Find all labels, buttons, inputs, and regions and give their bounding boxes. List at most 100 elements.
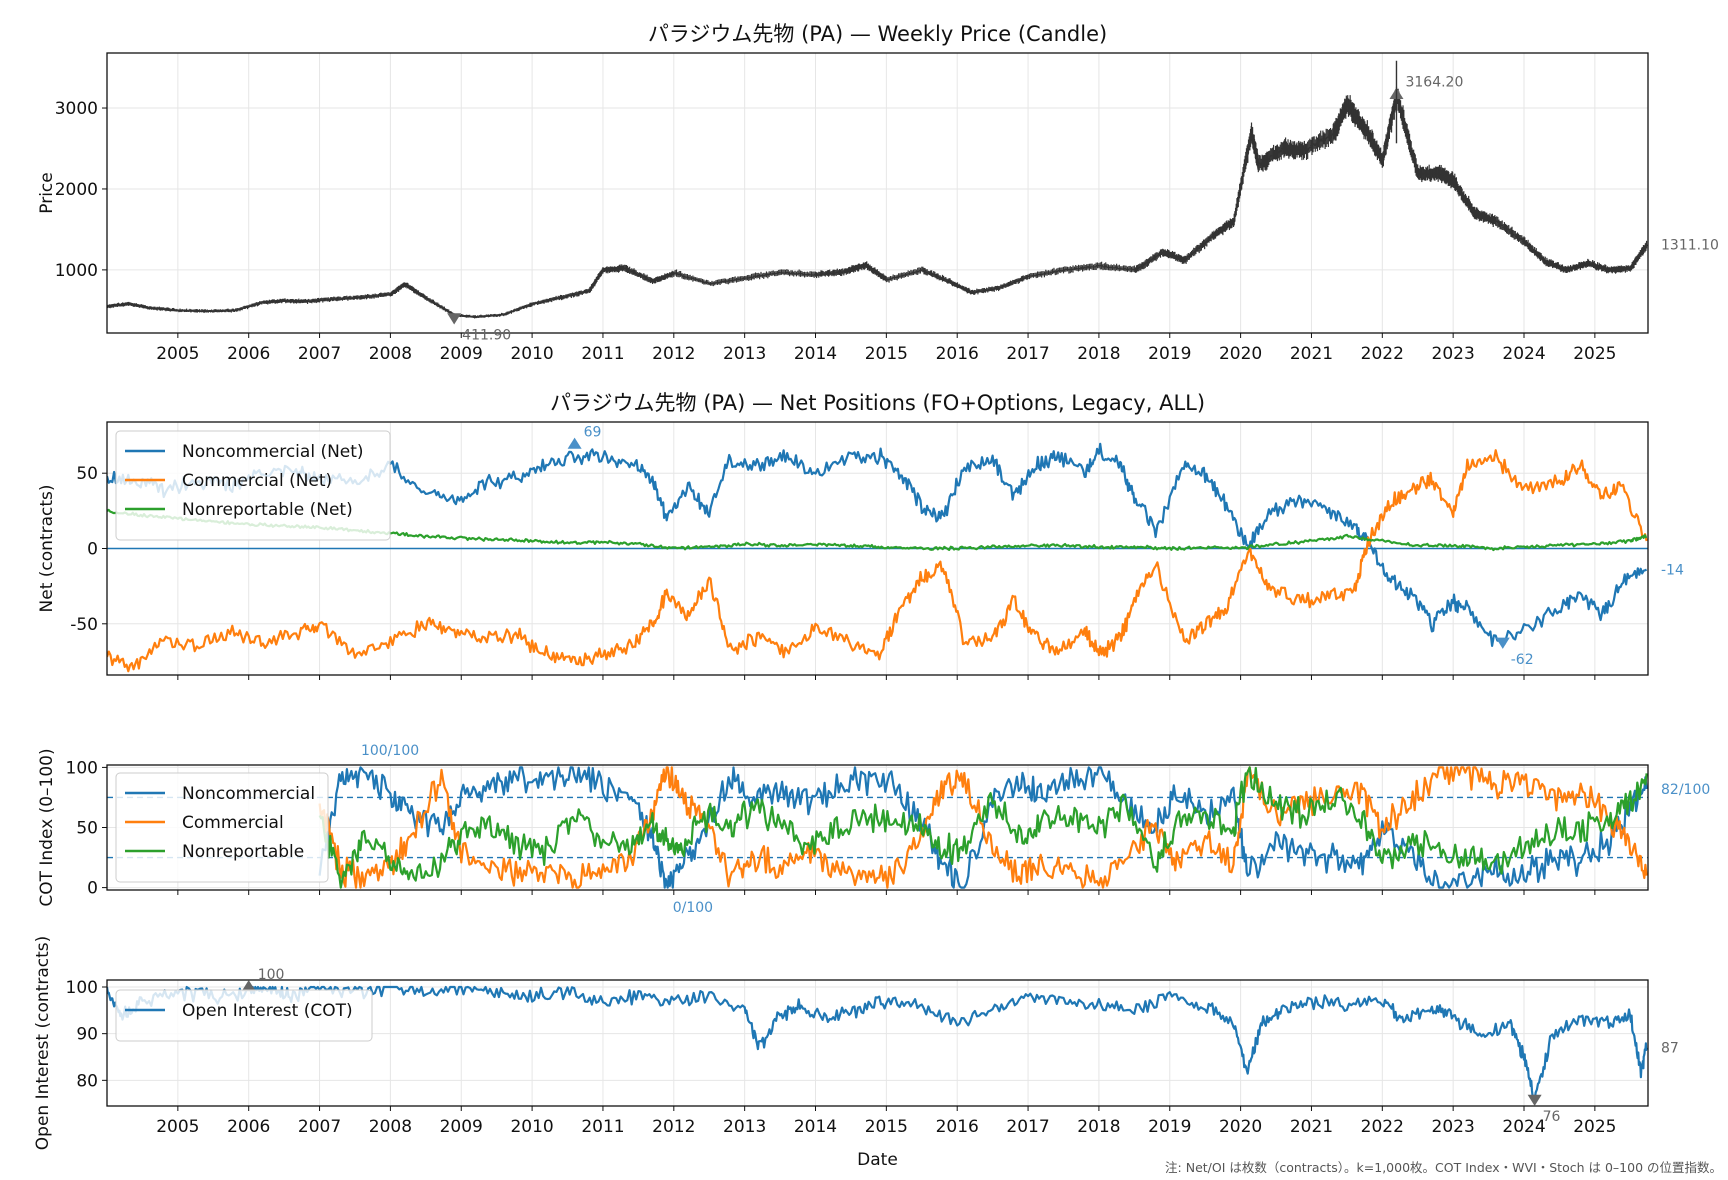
candle-body <box>1103 266 1106 268</box>
candle-body <box>1634 260 1638 262</box>
candle-body <box>1188 255 1191 258</box>
candle-body <box>1470 206 1473 209</box>
candle-body <box>798 272 801 274</box>
x-tick-label: 2015 <box>865 1117 908 1137</box>
cot-series-commercial <box>318 766 1648 889</box>
net-series-noncommercial <box>107 442 1648 647</box>
candle-body <box>1281 147 1284 150</box>
candle-body <box>742 278 745 280</box>
candle-body <box>1111 267 1114 269</box>
candle-body <box>1092 266 1095 268</box>
candle-body <box>1193 250 1196 254</box>
candle-body <box>900 275 903 277</box>
candle-body <box>713 282 716 284</box>
candle-body <box>1028 275 1031 277</box>
candle-body <box>1203 242 1206 245</box>
candle-body <box>763 274 767 276</box>
x-tick-label: 2022 <box>1361 344 1404 364</box>
candle-body <box>1155 256 1158 258</box>
candle-body <box>1078 268 1081 270</box>
candle-body <box>1540 256 1543 258</box>
candle-body <box>781 272 784 274</box>
candle-body <box>796 273 799 275</box>
candle-body <box>1114 267 1117 269</box>
candle-body <box>1485 216 1488 218</box>
candle-body <box>258 303 261 305</box>
candle-body <box>1329 135 1332 139</box>
candle-body <box>1465 200 1468 202</box>
candle-body <box>1358 117 1361 122</box>
y-tick-label: 3000 <box>55 99 98 119</box>
y-tick-label: 1000 <box>55 261 98 281</box>
candle-body <box>606 269 609 271</box>
candle-body <box>1095 266 1098 268</box>
y-tick-label: -50 <box>70 615 98 635</box>
candle-body <box>1207 238 1211 241</box>
candle-body <box>407 286 410 288</box>
candle-body <box>1172 254 1175 257</box>
candle-body <box>1086 266 1090 268</box>
candle-body <box>1540 257 1544 259</box>
legend-label: Commercial (Net) <box>182 471 332 491</box>
candle-body <box>1047 272 1050 274</box>
candle-body <box>1616 269 1619 271</box>
candle-body <box>706 282 709 284</box>
candle-body <box>1295 149 1298 151</box>
candle-body <box>1026 275 1030 277</box>
legend-box <box>115 430 391 541</box>
candle-body <box>642 275 645 278</box>
candle-body <box>879 274 882 276</box>
candle-body <box>732 279 735 281</box>
candle-body <box>1066 269 1069 271</box>
candle-body <box>1585 263 1588 265</box>
candle-body <box>1050 271 1053 273</box>
candle-body <box>1309 145 1313 147</box>
candle-body <box>629 271 632 273</box>
candle-body <box>643 276 647 278</box>
candle-body <box>890 278 893 280</box>
candle-body <box>693 278 696 280</box>
last-value-label: -14 <box>1661 563 1684 579</box>
footnote: 注: Net/OI は枚数（contracts）。k=1,000枚。COT In… <box>1165 1160 1722 1175</box>
candle-body <box>585 291 588 293</box>
candle-body <box>1097 265 1101 267</box>
candle-body <box>1637 255 1641 257</box>
chart-title: パラジウム先物 (PA) — Net Positions (FO+Options… <box>550 391 1205 415</box>
candle-body <box>1641 250 1644 253</box>
candle-body <box>783 272 786 274</box>
candle-body <box>1218 230 1221 232</box>
candle-body <box>1492 219 1496 221</box>
candle-body <box>1478 215 1481 217</box>
candle-body <box>137 305 140 307</box>
candle-body <box>1213 234 1216 237</box>
candle-body <box>1420 174 1423 176</box>
candle-body <box>1137 267 1140 269</box>
candle-body <box>959 286 962 288</box>
candle-body <box>413 290 416 292</box>
candle-body <box>1153 256 1157 259</box>
candle-body <box>743 277 746 279</box>
legend-box <box>115 772 329 883</box>
candle-body <box>1561 267 1564 269</box>
candle-body <box>1071 268 1075 270</box>
candle-body <box>1577 265 1580 267</box>
candle-body <box>1156 255 1159 257</box>
candle-body <box>1423 173 1427 176</box>
x-tick-label: 2009 <box>440 344 483 364</box>
candle-body <box>1535 253 1539 255</box>
candle-body <box>1190 253 1193 255</box>
candle-body <box>1622 268 1625 270</box>
candle-body <box>1597 266 1600 268</box>
candle-body <box>968 291 971 293</box>
candle-body <box>675 272 678 274</box>
candle-body <box>1533 250 1536 252</box>
candle-body <box>720 281 723 283</box>
candle-body <box>164 309 167 311</box>
candle-body <box>298 301 301 303</box>
candle-body <box>1349 109 1353 111</box>
candle-body <box>1150 258 1153 260</box>
candle-body <box>769 273 772 275</box>
candle-body <box>704 282 707 284</box>
candle-body <box>1200 245 1203 248</box>
